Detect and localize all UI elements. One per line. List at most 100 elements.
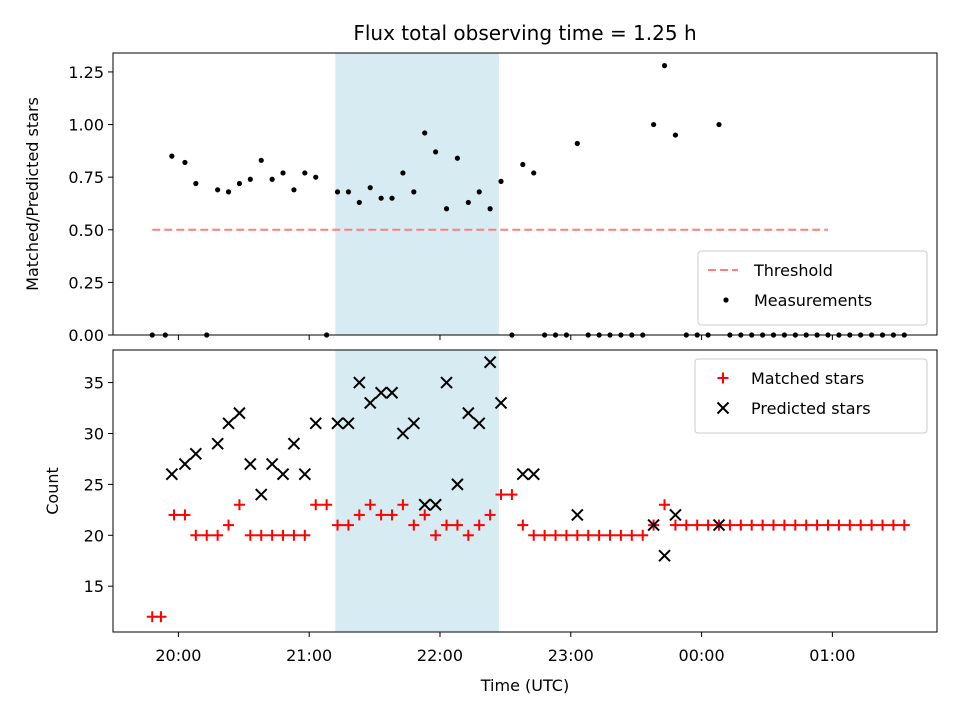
matched-star-point: [855, 519, 867, 531]
y-axis-label-top: Matched/Predicted stars: [23, 97, 42, 291]
matched-star-point: [473, 519, 485, 531]
predicted-star-point: [374, 386, 388, 399]
predicted-star-point: [364, 396, 377, 410]
measurement-point: [225, 189, 232, 195]
predicted-star-point: [287, 437, 301, 450]
predicted-star-point: [669, 508, 682, 522]
y-axis-bottom: 15 20 25 30 35: [84, 374, 113, 596]
measurement-point: [169, 153, 175, 159]
x-tick-label: 23:00: [548, 646, 594, 665]
legend-label: Measurements: [754, 291, 872, 310]
predicted-star-point: [483, 356, 497, 369]
matched-star-point: [844, 519, 856, 531]
matched-star-point: [822, 519, 834, 531]
predicted-star-point: [440, 376, 453, 389]
predicted-star-point: [276, 467, 290, 481]
matched-star-point: [528, 529, 540, 541]
shaded-band: [335, 350, 499, 632]
x-axis-label: Time (UTC): [480, 676, 569, 695]
predicted-star-point: [429, 498, 442, 511]
predicted-star-point: [189, 447, 203, 461]
y-tick-label: 20: [84, 526, 104, 545]
matched-star-point: [582, 529, 594, 541]
measurement-point: [672, 132, 679, 138]
matched-star-point: [155, 611, 167, 623]
predicted-star-point: [571, 508, 584, 522]
predicted-star-point: [222, 417, 235, 430]
predicted-star-point: [165, 467, 179, 481]
measurement-point: [367, 185, 373, 191]
predicted-star-point: [233, 406, 246, 420]
matched-star-point: [550, 529, 562, 541]
measurement-point: [400, 170, 406, 176]
matched-star-point: [342, 519, 354, 531]
predicted-star-point: [516, 467, 530, 481]
matched-star-point: [430, 529, 442, 541]
bottom-panel: 15 20 25 30 35 20:00 21:00 22:00 23:00 00:00 01:0…: [43, 349, 938, 665]
predicted-star-point: [451, 478, 464, 491]
measurement-point: [378, 195, 384, 201]
predicted-star-point: [178, 457, 192, 471]
measurement-point: [258, 157, 264, 163]
measurement-point: [661, 63, 668, 69]
x-ticks-top: [177, 335, 833, 340]
y-tick-label: 25: [84, 475, 104, 494]
predicted-star-point: [494, 396, 508, 410]
matched-star-point: [680, 519, 692, 531]
predicted-star-point: [418, 498, 431, 511]
matched-star-point: [746, 519, 758, 531]
legend-label: Predicted stars: [751, 399, 871, 418]
measurement-point: [651, 121, 657, 128]
measurement-point: [313, 174, 319, 180]
matched-star-point: [451, 519, 463, 531]
matched-star-point: [659, 499, 671, 511]
legend-marker-swatch: [716, 401, 730, 415]
matched-star-point: [408, 519, 420, 531]
y-tick-label: 35: [84, 374, 104, 393]
matched-star-point: [255, 529, 267, 541]
matched-star-point: [800, 519, 812, 531]
predicted-star-point: [211, 437, 224, 450]
matched-star-point: [724, 519, 736, 531]
predicted-star-point: [712, 518, 726, 532]
matched-star-point: [887, 519, 899, 531]
matched-star-point: [201, 529, 213, 541]
measurement-point: [291, 187, 297, 193]
matched-star-point: [691, 519, 703, 531]
measurement-point: [182, 159, 188, 166]
predicted-star-point: [462, 406, 475, 420]
legend-box: [694, 358, 928, 434]
y-tick-label: 0.00: [68, 326, 104, 345]
matched-star-point: [517, 519, 529, 531]
matched-star-point: [441, 519, 453, 531]
measurement-point: [498, 178, 504, 184]
matched-star-point: [190, 529, 202, 541]
matched-star-point: [811, 519, 823, 531]
legend-marker-swatch: [723, 297, 729, 303]
matched-star-point: [212, 529, 224, 541]
measurement-point: [389, 195, 395, 201]
predicted-star-point: [527, 467, 540, 481]
predicted-star-point: [331, 417, 344, 430]
legend-box: [697, 250, 928, 326]
y-tick-label: 15: [84, 577, 104, 596]
predicted-star-point: [647, 518, 660, 532]
measurement-point: [302, 170, 308, 176]
measurement-point: [531, 170, 537, 176]
matched-star-point: [735, 519, 747, 531]
matched-star-point: [615, 529, 627, 541]
matched-star-point: [179, 509, 191, 521]
matched-star-point: [419, 509, 431, 521]
matched-star-point: [310, 499, 322, 511]
matched-star-point: [364, 499, 376, 511]
matched-star-point: [168, 509, 180, 521]
x-tick-label: 22:00: [417, 646, 463, 665]
plot-frame-bottom: [112, 349, 938, 633]
shaded-interval-top: [335, 53, 499, 335]
matched-star-point: [397, 499, 409, 511]
predicted-star-point: [265, 457, 279, 471]
measurement-point: [215, 187, 221, 193]
y-tick-label: 1.25: [68, 63, 104, 82]
matched-star-point: [506, 489, 518, 501]
